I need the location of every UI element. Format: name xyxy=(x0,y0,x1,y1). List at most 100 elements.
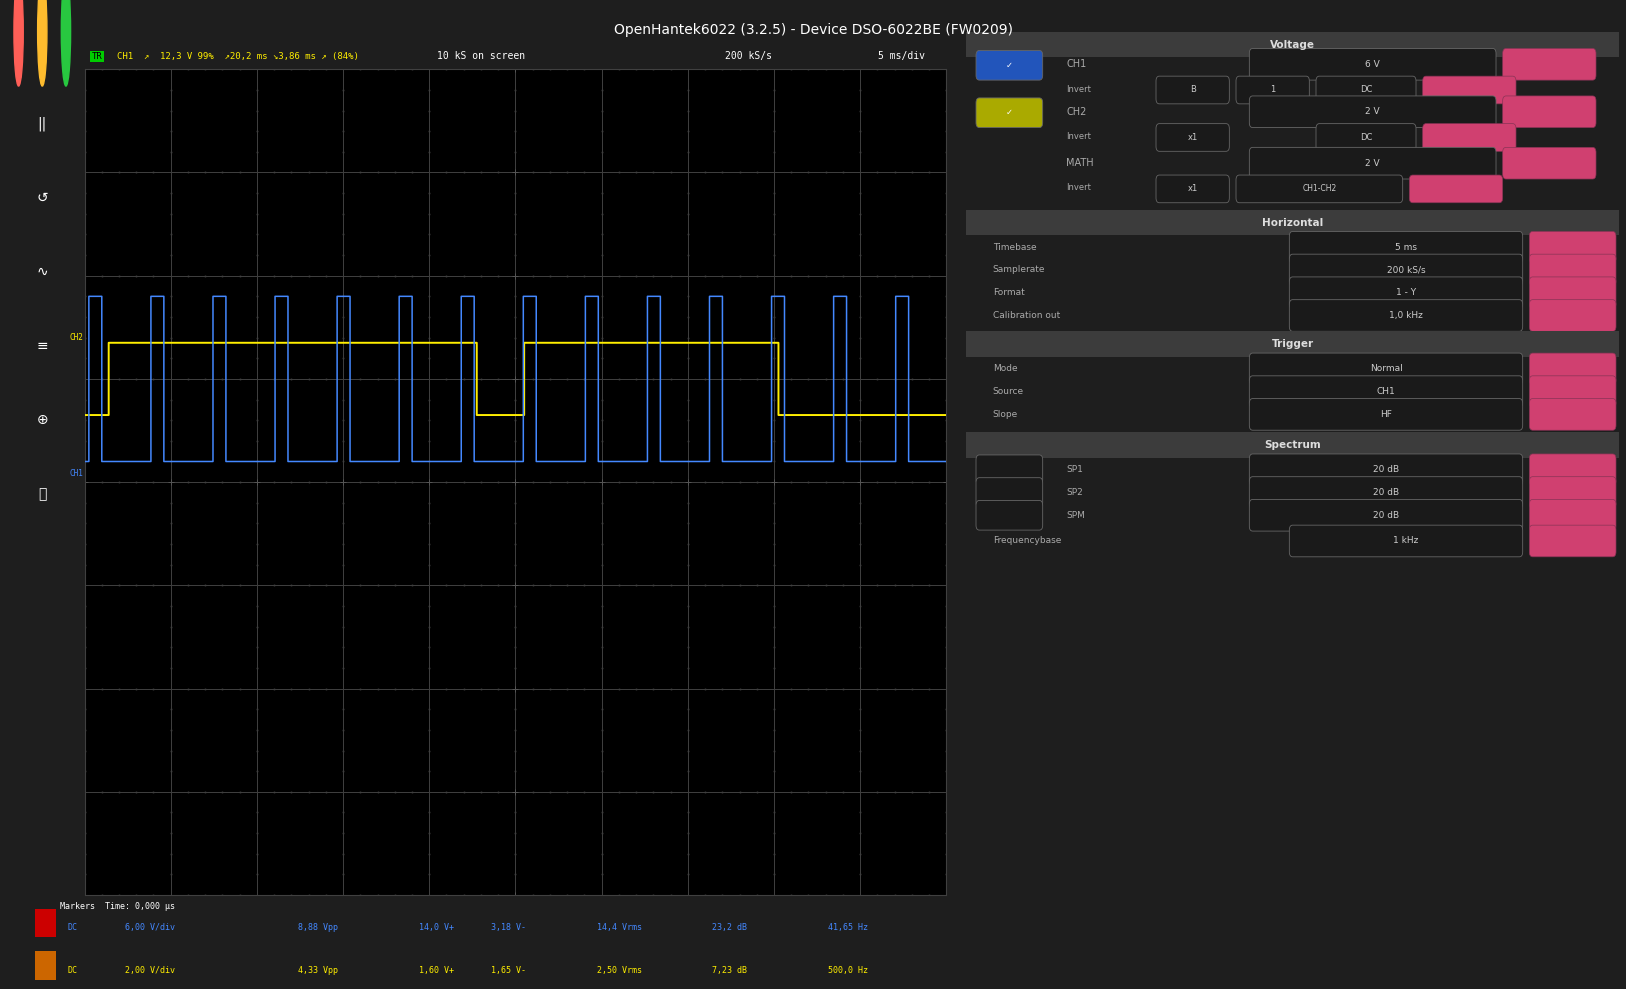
Text: Slope: Slope xyxy=(992,409,1018,419)
FancyBboxPatch shape xyxy=(1236,76,1309,104)
FancyBboxPatch shape xyxy=(1156,175,1229,203)
Text: SPM: SPM xyxy=(1067,510,1085,520)
FancyBboxPatch shape xyxy=(1530,277,1616,309)
Text: 14,0 V+: 14,0 V+ xyxy=(420,924,454,933)
FancyBboxPatch shape xyxy=(1249,353,1522,385)
Text: 5 ms/div: 5 ms/div xyxy=(878,51,925,61)
Text: 2 V: 2 V xyxy=(1366,107,1380,117)
Text: 7,23 dB: 7,23 dB xyxy=(712,965,748,975)
Text: CH1: CH1 xyxy=(1067,59,1086,69)
FancyBboxPatch shape xyxy=(1289,525,1522,557)
Text: 200 kS/s: 200 kS/s xyxy=(725,51,772,61)
Text: DC: DC xyxy=(1359,133,1372,142)
FancyBboxPatch shape xyxy=(1530,353,1616,385)
FancyBboxPatch shape xyxy=(1249,48,1496,80)
Text: ⚹: ⚹ xyxy=(37,488,47,501)
Text: ↺: ↺ xyxy=(36,191,49,205)
Text: Frequencybase: Frequencybase xyxy=(992,536,1062,546)
Text: 200 kS/s: 200 kS/s xyxy=(1387,265,1426,275)
Text: 14,4 Vrms: 14,4 Vrms xyxy=(597,924,642,933)
Bar xyxy=(34,909,55,938)
Text: CH1-CH2: CH1-CH2 xyxy=(1302,184,1337,194)
Text: ✓: ✓ xyxy=(1006,108,1013,118)
Text: ||: || xyxy=(37,117,47,131)
FancyBboxPatch shape xyxy=(1530,499,1616,531)
FancyBboxPatch shape xyxy=(1530,525,1616,557)
Text: Samplerate: Samplerate xyxy=(992,265,1046,275)
Text: 1 kHz: 1 kHz xyxy=(1393,536,1419,546)
Text: DC: DC xyxy=(67,965,78,975)
Text: Source: Source xyxy=(992,387,1024,397)
Text: CH2: CH2 xyxy=(1067,107,1086,117)
FancyBboxPatch shape xyxy=(1249,399,1522,430)
Text: 6,00 V/div: 6,00 V/div xyxy=(125,924,176,933)
Text: HF: HF xyxy=(1380,409,1392,419)
Text: 2,50 Vrms: 2,50 Vrms xyxy=(597,965,642,975)
FancyBboxPatch shape xyxy=(1315,124,1416,151)
FancyBboxPatch shape xyxy=(1289,254,1522,286)
Bar xyxy=(966,432,1619,458)
FancyBboxPatch shape xyxy=(1530,454,1616,486)
Text: 10 kS on screen: 10 kS on screen xyxy=(437,51,525,61)
Bar xyxy=(966,32,1619,57)
FancyBboxPatch shape xyxy=(1502,96,1597,128)
Text: Voltage: Voltage xyxy=(1270,40,1315,49)
Bar xyxy=(966,331,1619,357)
Text: CH1: CH1 xyxy=(68,469,83,478)
Text: Normal: Normal xyxy=(1369,364,1402,374)
Bar xyxy=(34,951,55,979)
Text: B: B xyxy=(1190,85,1195,95)
FancyBboxPatch shape xyxy=(1249,147,1496,179)
Text: Trigger: Trigger xyxy=(1272,339,1314,349)
Text: Markers  Time: 0,000 μs: Markers Time: 0,000 μs xyxy=(60,902,174,911)
Text: SP1: SP1 xyxy=(1067,465,1083,475)
Text: Invert: Invert xyxy=(1067,183,1091,193)
Text: 4,33 Vpp: 4,33 Vpp xyxy=(299,965,338,975)
Text: CH1: CH1 xyxy=(1377,387,1395,397)
Text: MATH: MATH xyxy=(1067,158,1094,168)
Bar xyxy=(966,210,1619,235)
FancyBboxPatch shape xyxy=(1289,277,1522,309)
FancyBboxPatch shape xyxy=(1530,300,1616,331)
Text: 41,65 Hz: 41,65 Hz xyxy=(828,924,868,933)
Text: ⊕: ⊕ xyxy=(36,413,49,427)
FancyBboxPatch shape xyxy=(1236,175,1403,203)
Text: CH2: CH2 xyxy=(68,333,83,342)
Text: TR: TR xyxy=(91,51,102,61)
FancyBboxPatch shape xyxy=(1530,399,1616,430)
Text: 20 dB: 20 dB xyxy=(1372,465,1398,475)
Text: ✓: ✓ xyxy=(1006,60,1013,70)
Text: 23,2 dB: 23,2 dB xyxy=(712,924,748,933)
FancyBboxPatch shape xyxy=(976,500,1042,530)
FancyBboxPatch shape xyxy=(1530,477,1616,508)
Text: OpenHantek6022 (3.2.5) - Device DSO-6022BE (FW0209): OpenHantek6022 (3.2.5) - Device DSO-6022… xyxy=(613,23,1013,37)
FancyBboxPatch shape xyxy=(1156,76,1229,104)
Text: DC: DC xyxy=(67,924,78,933)
Circle shape xyxy=(15,0,23,86)
FancyBboxPatch shape xyxy=(976,98,1042,128)
Text: 1 - Y: 1 - Y xyxy=(1397,288,1416,298)
Text: 1,65 V-: 1,65 V- xyxy=(491,965,525,975)
Text: Timebase: Timebase xyxy=(992,242,1036,252)
Text: x1: x1 xyxy=(1187,133,1198,142)
Text: 2,00 V/div: 2,00 V/div xyxy=(125,965,176,975)
Circle shape xyxy=(62,0,70,86)
FancyBboxPatch shape xyxy=(976,50,1042,80)
FancyBboxPatch shape xyxy=(1410,175,1502,203)
FancyBboxPatch shape xyxy=(1423,124,1515,151)
FancyBboxPatch shape xyxy=(1502,48,1597,80)
Text: Mode: Mode xyxy=(992,364,1018,374)
Text: ≡: ≡ xyxy=(36,339,49,353)
Circle shape xyxy=(37,0,47,86)
Text: Format: Format xyxy=(992,288,1024,298)
Text: SP2: SP2 xyxy=(1067,488,1083,497)
Text: DC: DC xyxy=(1359,85,1372,95)
Text: 20 dB: 20 dB xyxy=(1372,510,1398,520)
Text: Calibration out: Calibration out xyxy=(992,311,1060,320)
FancyBboxPatch shape xyxy=(1530,231,1616,263)
FancyBboxPatch shape xyxy=(1156,124,1229,151)
FancyBboxPatch shape xyxy=(1530,254,1616,286)
Text: 1,0 kHz: 1,0 kHz xyxy=(1389,311,1423,320)
Text: Spectrum: Spectrum xyxy=(1265,440,1320,450)
Text: Horizontal: Horizontal xyxy=(1262,218,1324,227)
